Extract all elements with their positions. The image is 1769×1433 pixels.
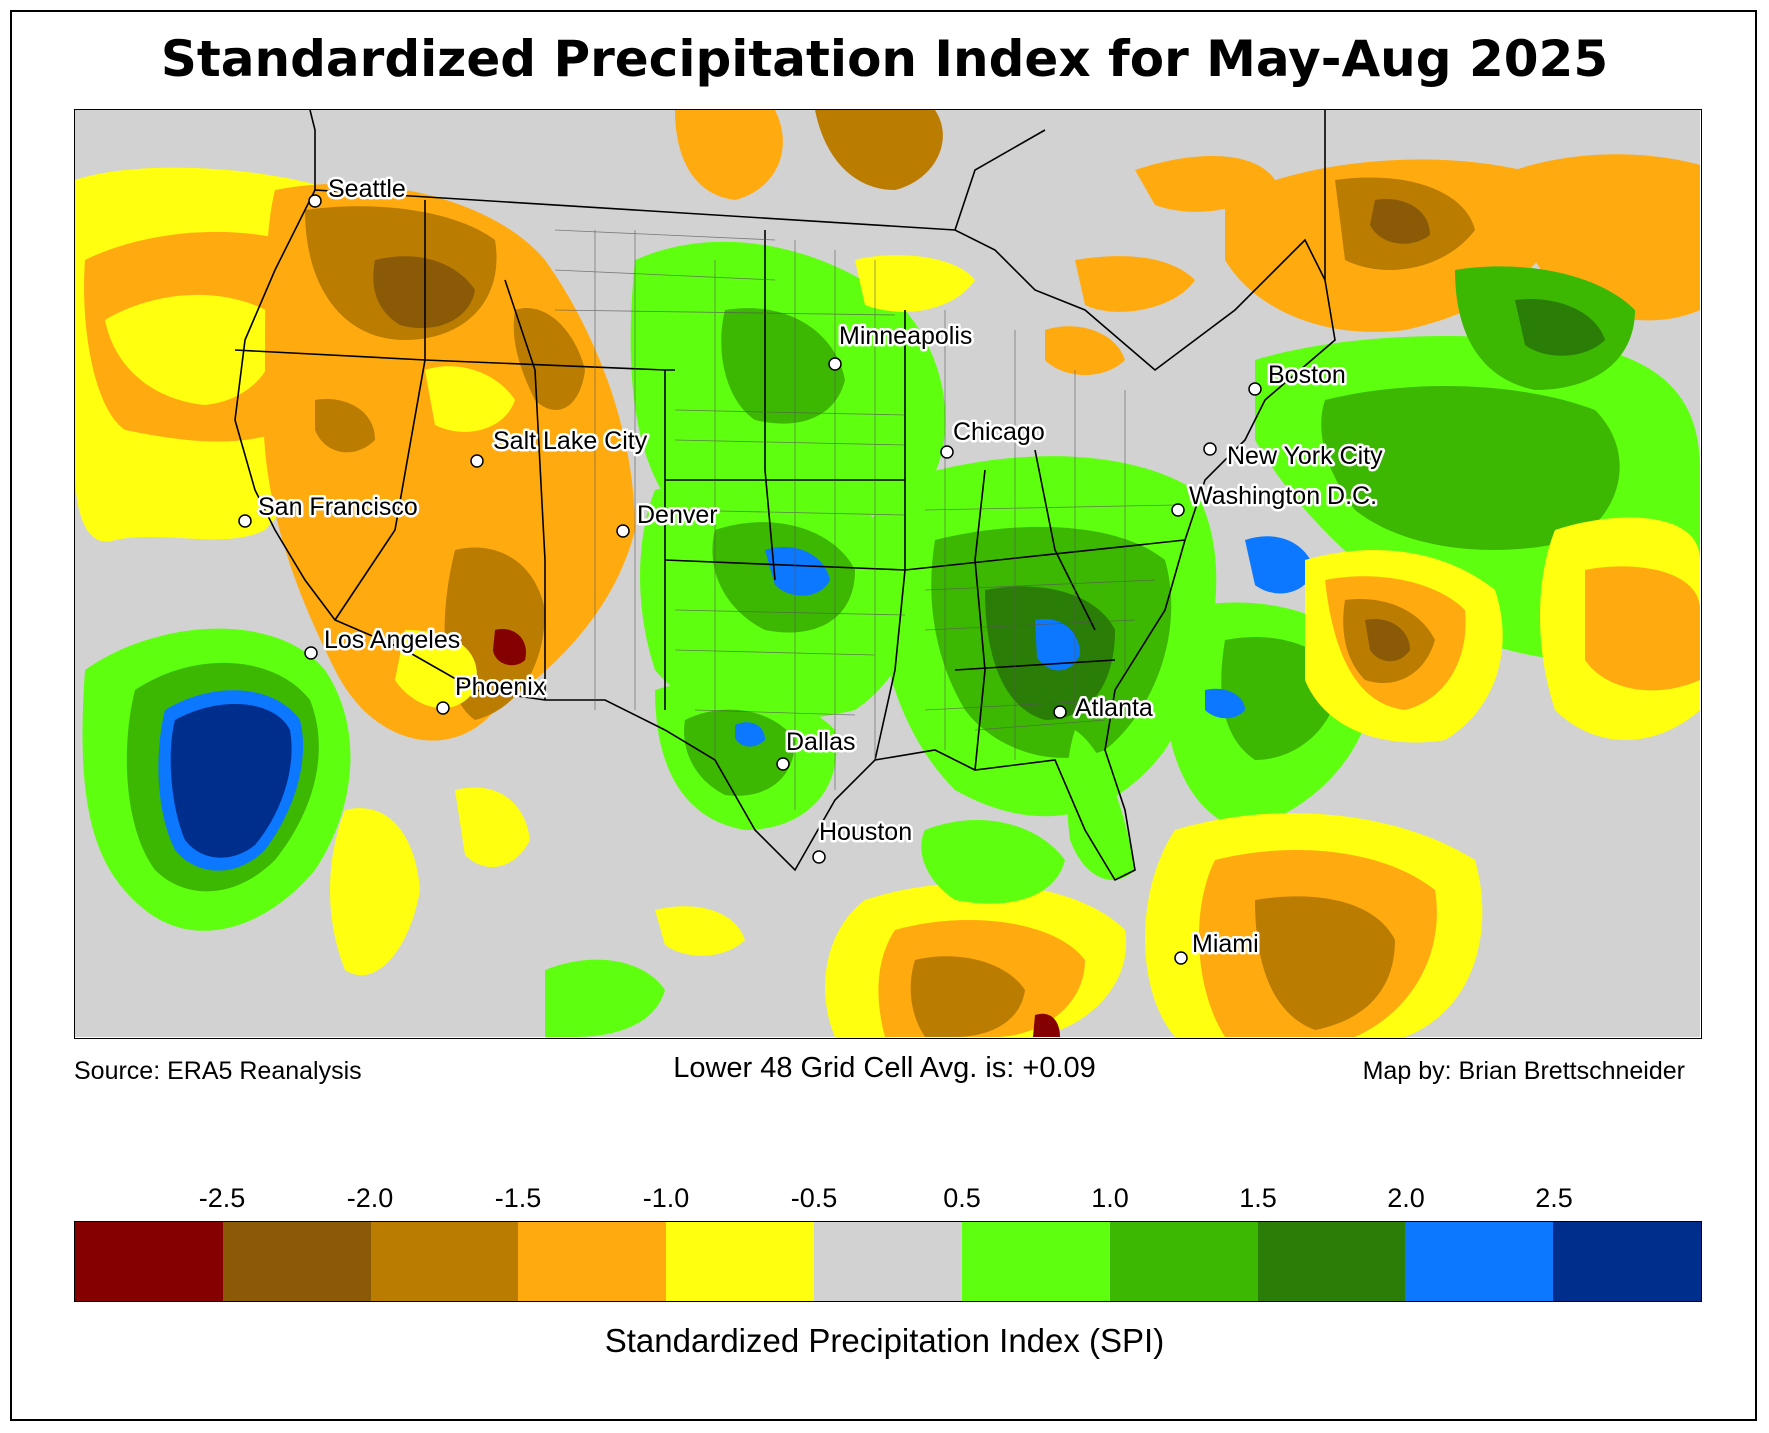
city-houston[interactable]: Houston — [812, 816, 915, 864]
colorbar — [74, 1221, 1702, 1302]
average-note: Lower 48 Grid Cell Avg. is: +0.09 — [673, 1052, 1096, 1084]
city-atlanta[interactable]: Atlanta — [1053, 692, 1155, 725]
colorbar-tick-label: 1.5 — [1239, 1183, 1277, 1213]
city-markers: Seattle Minneapolis Boston Chicago New Y… — [238, 173, 1386, 965]
svg-text:Salt Lake City: Salt Lake City — [493, 427, 648, 455]
credit-note: Map by: Brian Brettschneider — [1362, 1057, 1685, 1085]
svg-text:New York City: New York City — [1227, 442, 1383, 470]
colorbar-segment — [1109, 1222, 1258, 1301]
colorbar-tick-label: 1.0 — [1091, 1183, 1129, 1213]
svg-text:Miami: Miami — [1192, 930, 1259, 958]
city-chicago[interactable]: Chicago — [940, 416, 1047, 459]
county-lines — [554, 229, 1176, 810]
svg-text:Washington D.C.: Washington D.C. — [1189, 482, 1377, 510]
spi-map: Seattle Minneapolis Boston Chicago New Y… — [74, 109, 1702, 1039]
colorbar-segment — [75, 1222, 223, 1301]
spi-field — [75, 110, 1700, 1037]
svg-text:Atlanta: Atlanta — [1075, 694, 1153, 722]
colorbar-tick-label: -2.5 — [198, 1183, 246, 1213]
svg-text:Los Angeles: Los Angeles — [324, 626, 460, 654]
city-phoenix[interactable]: Phoenix — [436, 671, 548, 715]
figure-frame — [10, 10, 1757, 1421]
svg-text:Chicago: Chicago — [953, 418, 1045, 446]
city-salt-lake-city[interactable]: Salt Lake City — [470, 425, 650, 468]
svg-text:Denver: Denver — [637, 501, 718, 529]
colorbar-tick-label: -1.5 — [494, 1183, 542, 1213]
colorbar-tick-label: 2.0 — [1387, 1183, 1425, 1213]
colorbar-tick-label: -0.5 — [790, 1183, 838, 1213]
colorbar-segment — [1553, 1222, 1701, 1301]
boundary-lines — [234, 110, 1336, 882]
colorbar-segment — [1405, 1222, 1554, 1301]
city-minneapolis[interactable]: Minneapolis — [828, 320, 975, 371]
colorbar-title: Standardized Precipitation Index (SPI) — [604, 1322, 1165, 1359]
colorbar-segment — [370, 1222, 519, 1301]
city-new-york-city[interactable]: New York City — [1203, 440, 1386, 473]
city-dallas[interactable]: Dallas — [776, 726, 858, 771]
colorbar-tick-label: 0.5 — [943, 1183, 981, 1213]
city-denver[interactable]: Denver — [616, 499, 720, 538]
city-san-francisco[interactable]: San Francisco — [238, 491, 420, 528]
city-washington-dc[interactable]: Washington D.C. — [1171, 480, 1380, 517]
city-boston[interactable]: Boston — [1248, 359, 1348, 396]
colorbar-tick-label: -2.0 — [346, 1183, 394, 1213]
svg-text:Houston: Houston — [819, 818, 912, 846]
source-note: Source: ERA5 Reanalysis — [74, 1057, 362, 1085]
colorbar-segment — [814, 1222, 962, 1301]
colorbar-segment — [222, 1222, 371, 1301]
svg-text:San Francisco: San Francisco — [258, 493, 418, 521]
svg-text:Seattle: Seattle — [328, 175, 406, 203]
city-los-angeles[interactable]: Los Angeles — [304, 624, 463, 660]
colorbar-segment — [961, 1222, 1110, 1301]
city-miami[interactable]: Miami — [1174, 928, 1261, 965]
colorbar-segment — [1257, 1222, 1406, 1301]
map-title: Standardized Precipitation Index for May… — [160, 30, 1609, 88]
colorbar-tick-label: 2.5 — [1535, 1183, 1573, 1213]
colorbar-segment — [518, 1222, 667, 1301]
colorbar-tick-label: -1.0 — [642, 1183, 690, 1213]
colorbar-segment — [666, 1222, 815, 1301]
svg-text:Phoenix: Phoenix — [455, 673, 546, 701]
city-seattle[interactable]: Seattle — [308, 173, 408, 208]
svg-text:Boston: Boston — [1268, 361, 1346, 389]
svg-text:Minneapolis: Minneapolis — [839, 322, 972, 350]
svg-text:Dallas: Dallas — [786, 728, 855, 756]
